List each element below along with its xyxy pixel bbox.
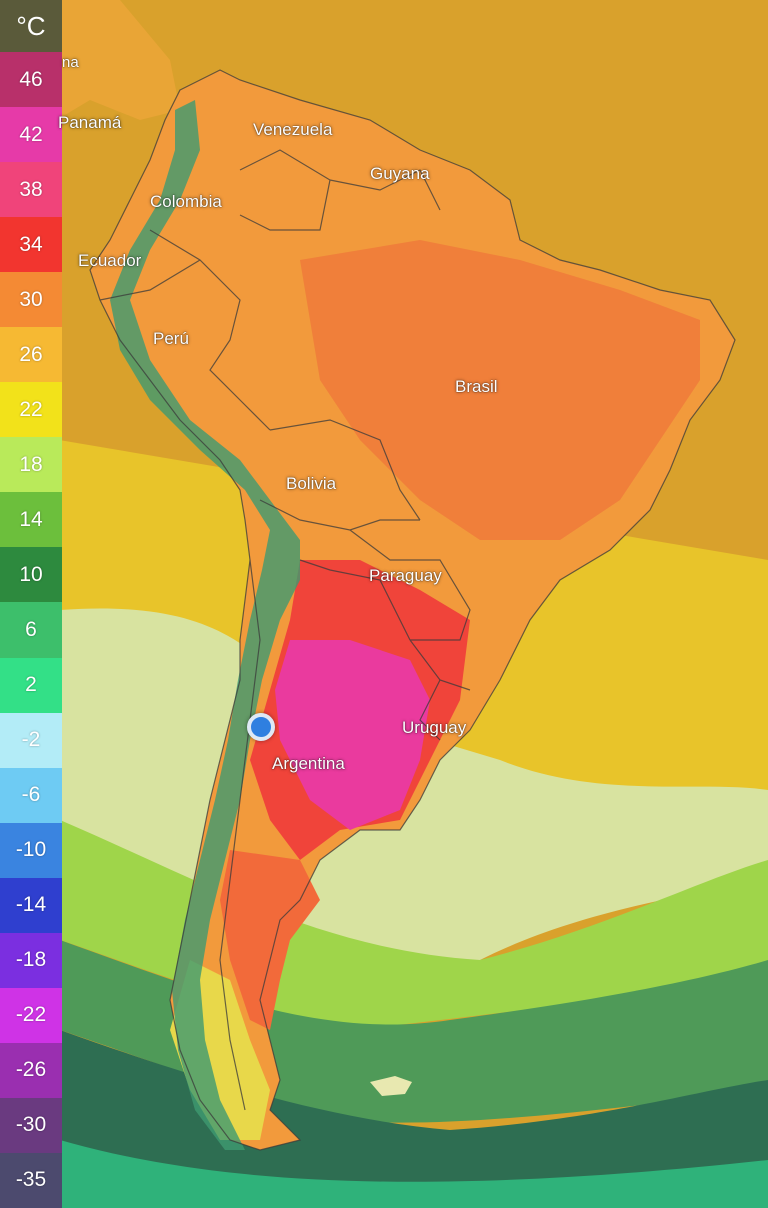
label-brasil: Brasil xyxy=(455,377,498,396)
legend-step: -6 xyxy=(0,767,62,823)
legend-step: 38 xyxy=(0,162,62,218)
legend-step: 42 xyxy=(0,107,62,163)
label-peru: Perú xyxy=(153,329,189,348)
legend-step: 14 xyxy=(0,492,62,548)
andes-range xyxy=(110,100,300,1150)
label-ecuador: Ecuador xyxy=(78,251,142,270)
falkland-islands xyxy=(370,1076,412,1096)
legend-step: 26 xyxy=(0,327,62,383)
legend-step: 30 xyxy=(0,272,62,328)
label-colombia: Colombia xyxy=(150,192,222,211)
legend-step: 46 xyxy=(0,52,62,108)
label-partial-top: na xyxy=(62,54,79,71)
country-borders xyxy=(89,69,736,1151)
label-guyana: Guyana xyxy=(370,164,430,183)
brazil-hot-region xyxy=(300,240,700,540)
legend-step: -10 xyxy=(0,822,62,878)
legend-step: 22 xyxy=(0,382,62,438)
legend-step: -22 xyxy=(0,987,62,1043)
label-paraguay: Paraguay xyxy=(369,566,442,585)
label-bolivia: Bolivia xyxy=(286,474,337,493)
label-argentina: Argentina xyxy=(272,754,345,773)
legend-step: -18 xyxy=(0,932,62,988)
legend-step: 2 xyxy=(0,657,62,713)
temperature-legend: °C 46 42 38 34 30 26 22 18 14 10 6 2 -2 -6 -10 -14 -18 -2… xyxy=(0,0,62,1208)
argentina-extreme-heat xyxy=(275,640,430,830)
legend-step: -26 xyxy=(0,1042,62,1098)
legend-step: -30 xyxy=(0,1097,62,1153)
legend-step: 18 xyxy=(0,437,62,493)
patagonia-warm xyxy=(220,850,320,1030)
location-marker[interactable] xyxy=(247,713,275,741)
label-uruguay: Uruguay xyxy=(402,718,467,737)
legend-step: -35 xyxy=(0,1152,62,1208)
legend-step: -14 xyxy=(0,877,62,933)
ocean-band-teal xyxy=(60,1140,768,1208)
legend-step: 10 xyxy=(0,547,62,603)
label-panama: Panamá xyxy=(58,113,122,132)
label-venezuela: Venezuela xyxy=(253,120,333,139)
ocean-band-dark-green xyxy=(60,1030,768,1208)
legend-unit: °C xyxy=(0,0,62,52)
legend-step: 34 xyxy=(0,217,62,273)
legend-scale: 46 42 38 34 30 26 22 18 14 10 6 2 -2 -6 -10 -14 -18 -22 -2… xyxy=(0,52,62,1208)
legend-step: -2 xyxy=(0,712,62,768)
legend-step: 6 xyxy=(0,602,62,658)
